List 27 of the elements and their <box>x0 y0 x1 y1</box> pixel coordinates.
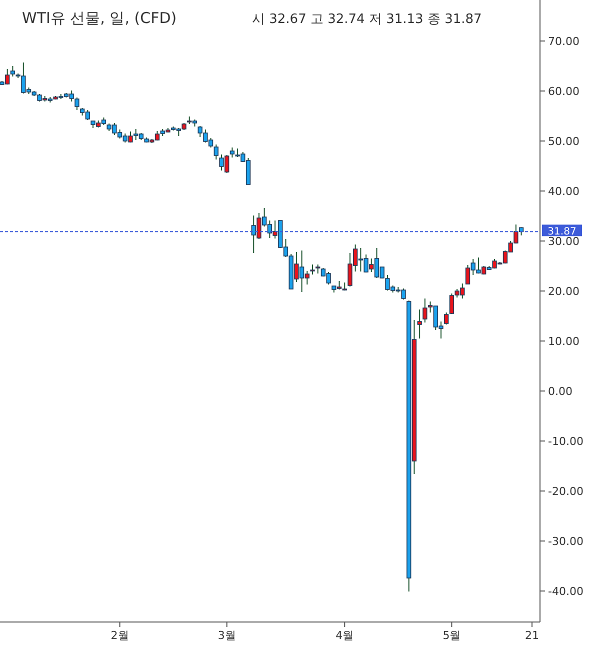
y-tick-label: 40.00 <box>548 185 580 198</box>
y-tick-label: -40.00 <box>548 585 584 598</box>
y-tick-label: -30.00 <box>548 535 584 548</box>
y-tick-label: 20.00 <box>548 285 580 298</box>
y-tick-label: -10.00 <box>548 435 584 448</box>
x-tick-label: 4월 <box>336 629 354 642</box>
candlestick <box>417 309 422 339</box>
x-tick-label: 21 <box>525 629 539 642</box>
x-tick-label: 3월 <box>218 629 236 642</box>
x-tick-label: 2월 <box>110 629 129 642</box>
ref-line-label: 31.87 <box>548 226 576 238</box>
y-tick-label: 60.00 <box>548 85 580 98</box>
x-tick-label: 5월 <box>442 629 461 642</box>
candlestick <box>310 264 315 275</box>
y-tick-label: 70.00 <box>548 35 580 48</box>
candlestick <box>230 147 235 158</box>
y-tick-label: 50.00 <box>548 135 580 148</box>
y-tick-label: 0.00 <box>548 385 572 398</box>
candlestick <box>444 312 449 325</box>
y-tick-label: 10.00 <box>548 335 580 348</box>
y-tick-label: -20.00 <box>548 485 584 498</box>
text: WTI유 선물, 일, (CFD) <box>22 9 177 27</box>
annotation: 시 32.67 고 32.74 저 31.13 종 31.87 <box>252 12 482 27</box>
candlestick <box>422 298 428 323</box>
candlestick <box>214 144 218 160</box>
candlestick <box>10 66 16 77</box>
y-tick-label: 30.00 <box>548 235 580 248</box>
